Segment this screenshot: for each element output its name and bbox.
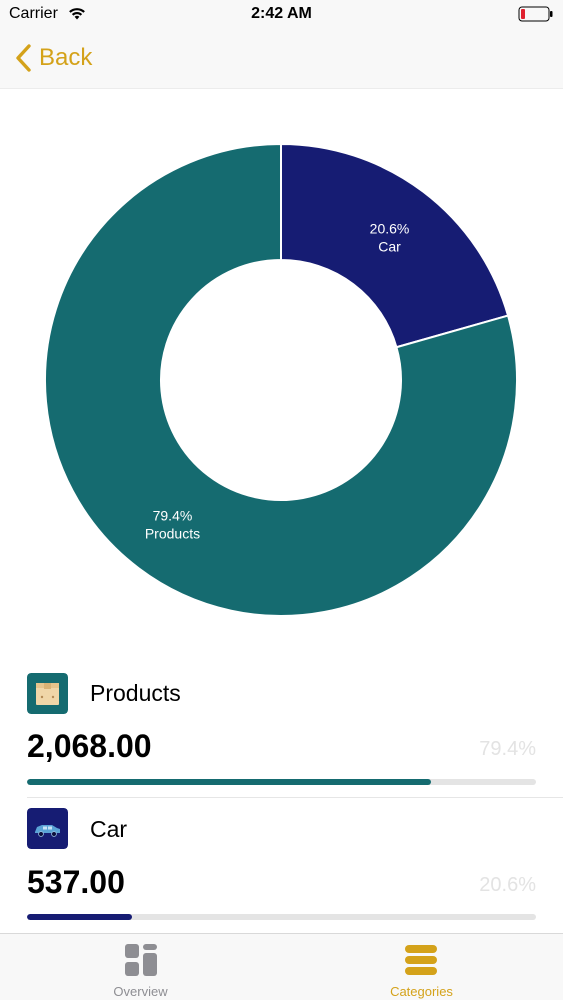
carrier-label: Carrier [9,5,58,22]
category-percent: 79.4% [479,738,536,760]
chevron-left-icon [16,44,31,72]
back-label: Back [39,44,93,71]
clock: 2:42 AM [251,5,312,22]
tab-overview[interactable]: Overview [0,934,281,1000]
row-separator [27,797,563,798]
donut-chart: 20.6% Car 79.4% Products [0,90,563,660]
category-progress-fill [27,779,432,785]
grid-icon [125,944,157,976]
category-progress-track [27,914,536,920]
donut-chart-svg: 20.6% Car 79.4% Products [44,142,518,617]
box-icon [27,673,68,714]
donut-hole [173,272,389,488]
tab-label: Overview [113,984,168,999]
car-icon [27,808,68,849]
slice-percent-label: 20.6% [370,220,410,236]
navigation-bar: Back [0,30,563,89]
category-progress-track [27,779,536,785]
back-button[interactable]: Back [14,40,92,76]
wifi-icon [69,8,85,20]
status-bar: Carrier 2:42 AM [0,0,563,30]
slice-category-label: Products [145,526,200,542]
tab-bar: Overview Categories [0,933,563,1000]
donut-inner-ring [161,260,401,500]
donut-slice-car[interactable] [280,142,510,349]
category-name: Car [90,816,128,842]
category-progress-fill [27,914,132,920]
slice-percent-label: 79.4% [153,508,193,524]
category-amount: 2,068.00 [27,728,152,764]
category-amount: 537.00 [27,864,125,900]
category-name: Products [90,680,181,706]
slice-category-label: Car [378,238,401,254]
category-percent: 20.6% [479,874,536,896]
donut-slice-products[interactable] [44,142,518,617]
tab-label: Categories [390,984,453,999]
list-icon [405,945,437,975]
battery-icon [518,6,553,22]
tab-categories[interactable]: Categories [281,934,562,1000]
